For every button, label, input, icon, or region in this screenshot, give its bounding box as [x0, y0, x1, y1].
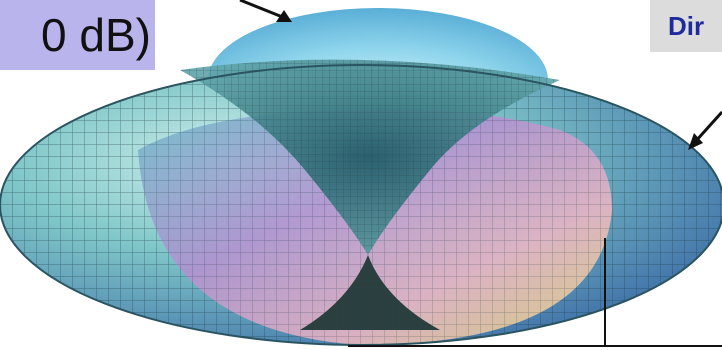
- torus-hole: [180, 59, 560, 330]
- directional-label: Dir: [650, 0, 722, 52]
- arrow-sphere-icon: [239, 0, 292, 22]
- gain-label: 0 dB): [0, 0, 155, 70]
- gain-label-text: 0 dB): [41, 9, 151, 61]
- directional-label-text: Dir: [668, 10, 705, 41]
- arrow-torus-icon: [688, 110, 722, 150]
